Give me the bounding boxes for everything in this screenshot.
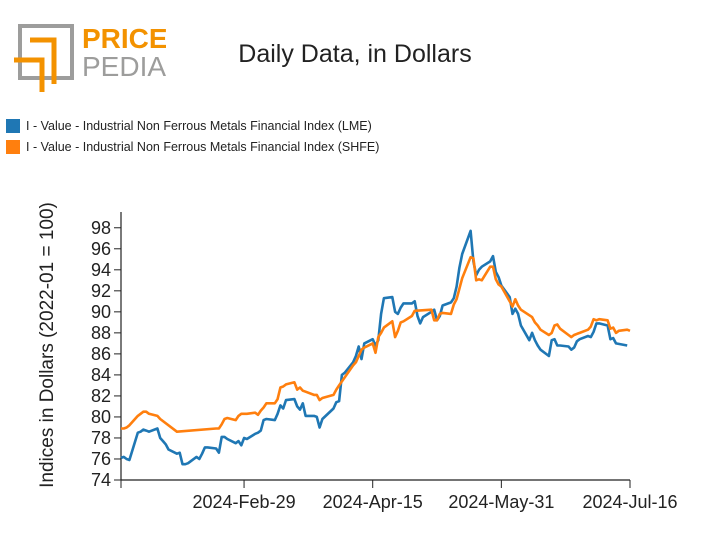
y-tick-label: 96 <box>91 239 111 259</box>
y-tick-label: 94 <box>91 260 111 280</box>
y-tick-label: 90 <box>91 302 111 322</box>
x-tick-label: 2024-Apr-15 <box>323 492 423 512</box>
y-tick-label: 80 <box>91 407 111 427</box>
x-tick-label: 2024-May-31 <box>448 492 554 512</box>
series-line-shfe <box>121 255 631 433</box>
legend-swatch-shfe <box>6 140 20 154</box>
y-tick-label: 86 <box>91 344 111 364</box>
y-axis-label: Indices in Dollars (2022-01 = 100) <box>37 202 58 488</box>
y-tick-label: 82 <box>91 386 111 406</box>
x-tick-label: 2024-Jul-16 <box>582 492 677 512</box>
chart-title: Daily Data, in Dollars <box>238 40 472 68</box>
y-tick-label: 98 <box>91 218 111 238</box>
legend-entry-lme[interactable]: I - Value - Industrial Non Ferrous Metal… <box>6 119 372 133</box>
series-line-lme <box>120 229 628 466</box>
y-tick-label: 84 <box>91 365 111 385</box>
legend-label-shfe: I - Value - Industrial Non Ferrous Metal… <box>26 140 380 154</box>
legend-label-lme: I - Value - Industrial Non Ferrous Metal… <box>26 119 372 133</box>
y-tick-label: 78 <box>91 428 111 448</box>
series-layer <box>120 229 631 466</box>
pricepedia-logo: PRICE PEDIA <box>14 23 166 92</box>
legend-swatch-lme <box>6 119 20 133</box>
legend-entry-shfe[interactable]: I - Value - Industrial Non Ferrous Metal… <box>6 140 379 154</box>
logo-text-top: PRICE <box>82 23 166 54</box>
y-tick-label: 76 <box>91 449 111 469</box>
y-tick-label: 92 <box>91 281 111 301</box>
logo-text-bottom: PEDIA <box>82 51 166 82</box>
x-tick-label: 2024-Feb-29 <box>193 492 296 512</box>
y-tick-label: 88 <box>91 323 111 343</box>
logo-mark <box>14 24 74 92</box>
y-tick-label: 74 <box>91 470 111 490</box>
x-axis: 2024-Feb-29 2024-Apr-15 2024-May-31 2024-Ju… <box>120 479 678 512</box>
